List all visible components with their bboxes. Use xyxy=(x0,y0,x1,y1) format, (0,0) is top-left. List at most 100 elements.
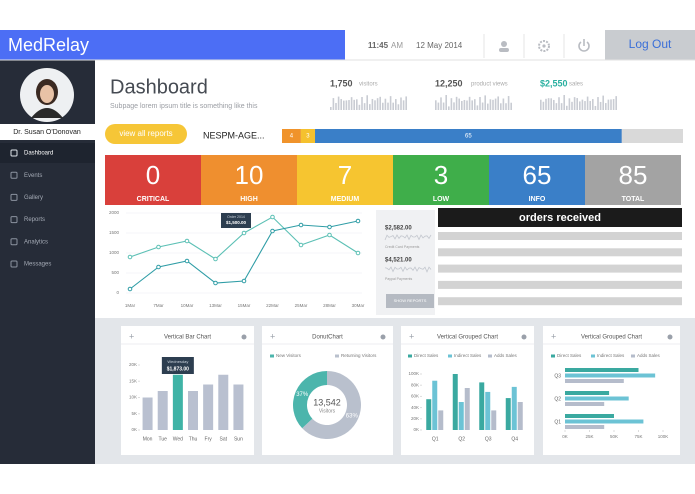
menu-icon[interactable] xyxy=(10,149,18,157)
sparkline-bar xyxy=(610,99,612,110)
sparkline-bar xyxy=(558,97,560,110)
y-tick-label: 15K xyxy=(129,378,137,383)
donut-slice xyxy=(302,371,362,439)
line-point xyxy=(355,218,361,224)
sparkline-bar xyxy=(579,101,581,110)
sparkline-bar xyxy=(340,99,342,110)
line-point xyxy=(127,286,133,292)
card-settings[interactable] xyxy=(667,334,673,340)
avatar-face xyxy=(40,85,54,103)
sparkline-bar xyxy=(376,98,379,110)
menu-icon[interactable] xyxy=(10,260,18,268)
sparkline-bar xyxy=(563,95,565,110)
sparkline-bar xyxy=(400,97,402,110)
card-settings[interactable] xyxy=(380,334,386,340)
sparkline-bar xyxy=(599,101,602,110)
y-tick-label: Q3 xyxy=(554,373,561,379)
line-point xyxy=(298,222,304,228)
menu-icon[interactable] xyxy=(10,238,18,246)
tooltip-title: Wednesday xyxy=(167,359,188,364)
reports-button[interactable] xyxy=(105,124,187,144)
sparkline-bar xyxy=(350,97,353,110)
x-tick-label: 25K xyxy=(585,434,593,439)
grouped-bar xyxy=(438,410,444,430)
sparkline-bar xyxy=(489,99,492,110)
logout-box[interactable] xyxy=(605,30,695,60)
tile-label: MEDIUM xyxy=(331,196,360,203)
tooltip xyxy=(221,213,251,228)
time-ampm: AM xyxy=(391,41,403,50)
grouped-bar xyxy=(432,380,438,430)
icon-power[interactable] xyxy=(578,39,590,52)
y-tick-label: 5K xyxy=(131,411,137,416)
legend-label: New Visitors xyxy=(276,353,302,358)
sparkline-bar xyxy=(592,99,594,110)
card-settings[interactable] xyxy=(241,334,247,340)
order-row xyxy=(438,248,682,257)
line-point xyxy=(127,254,133,260)
sparkline-bar xyxy=(507,96,510,110)
hbar xyxy=(565,391,610,395)
tile-value: 65 xyxy=(523,160,552,190)
card-settings[interactable] xyxy=(521,334,527,340)
sparkline-bar xyxy=(487,103,489,110)
card-add[interactable]: + xyxy=(129,331,134,341)
sparkline-bar xyxy=(505,103,507,110)
grouped-bar xyxy=(517,402,523,430)
line-point xyxy=(241,278,247,284)
order-row xyxy=(438,232,682,240)
menu-icon[interactable] xyxy=(10,216,18,224)
icon-user[interactable] xyxy=(499,41,509,52)
hbar xyxy=(565,368,639,372)
sparkline-bar xyxy=(492,99,494,110)
menu-item[interactable]: Reports xyxy=(24,217,45,223)
grouped-bar xyxy=(426,399,432,430)
sparkline-bar xyxy=(494,98,497,110)
sparkline-bar xyxy=(337,96,340,110)
legend-label: Returning Visitors xyxy=(341,353,377,358)
reports-button-label[interactable]: view all reports xyxy=(119,129,172,138)
menu-icon[interactable] xyxy=(10,171,18,179)
avatar-body xyxy=(31,108,63,118)
y-tick-label: 1500 xyxy=(109,230,120,235)
tile-label: LOW xyxy=(433,196,450,203)
legend-swatch xyxy=(591,354,595,358)
progress-segment xyxy=(300,129,316,143)
x-tick-label: Sun xyxy=(234,436,243,442)
tile-label: HIGH xyxy=(240,196,258,203)
card-add[interactable]: + xyxy=(409,331,414,341)
menu-item[interactable]: Events xyxy=(24,173,42,179)
sparkline-bar xyxy=(545,98,547,110)
icon-settings[interactable] xyxy=(538,40,550,52)
donut-slice xyxy=(293,371,327,429)
card xyxy=(543,326,680,455)
sparkline-bar xyxy=(358,104,361,110)
bar xyxy=(142,397,153,430)
x-tick-label: Sat xyxy=(220,436,228,442)
menu-item[interactable]: Messages xyxy=(24,262,51,268)
tile-label: INFO xyxy=(529,196,546,203)
menu-item[interactable]: Analytics xyxy=(24,239,48,245)
sparkline-bar xyxy=(348,100,350,110)
x-tick-label: Fry xyxy=(205,436,213,442)
show-reports-button[interactable] xyxy=(386,294,434,308)
y-tick-label: 1000 xyxy=(109,250,120,255)
logout[interactable]: Log Out xyxy=(629,37,672,51)
show-reports-label[interactable]: SHOW REPORTS xyxy=(394,298,427,303)
bar xyxy=(203,384,214,430)
menu-item[interactable]: Gallery xyxy=(24,195,43,201)
menu-icon[interactable] xyxy=(10,193,18,201)
orders-title: orders received xyxy=(519,212,601,224)
card-add[interactable]: + xyxy=(551,331,556,341)
sparkline-bar xyxy=(363,103,366,110)
sparkline-bar xyxy=(361,97,363,110)
sparkline-bar xyxy=(476,105,479,110)
x-tick-label: 7Mar xyxy=(153,303,164,308)
sparkline-bar xyxy=(568,98,571,110)
y-tick-label: 0K xyxy=(131,427,137,432)
menu-item[interactable]: Dashboard xyxy=(24,151,53,157)
x-tick-label: Q2 xyxy=(458,436,465,442)
sparkline-bar xyxy=(484,95,486,110)
card-add[interactable]: + xyxy=(270,331,275,341)
sparkline-bar xyxy=(382,102,384,110)
